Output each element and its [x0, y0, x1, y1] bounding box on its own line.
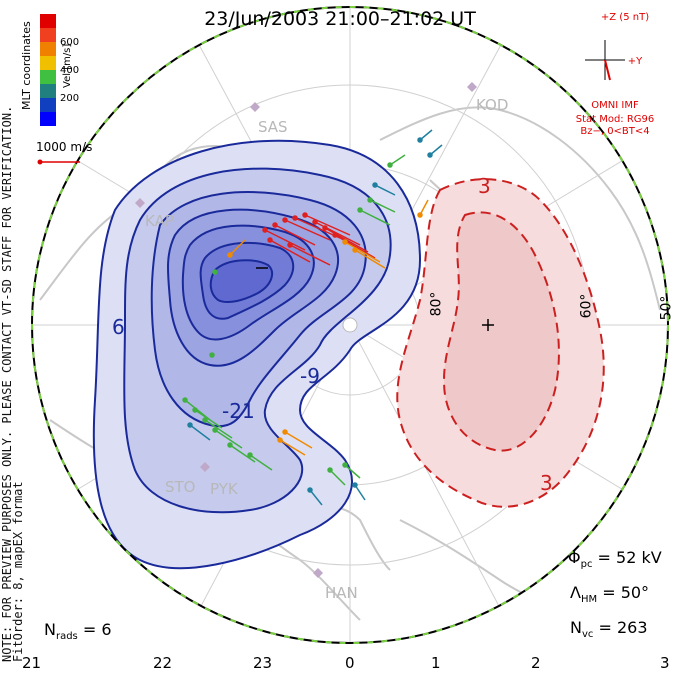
contour-label-pos-3b: 3: [540, 471, 553, 495]
map-title: 23/Jun/2003 21:00–21:02 UT: [204, 8, 476, 30]
colorbar-tick-200: 200: [60, 93, 80, 104]
imf-condition: Bz−, 0<BT<4: [580, 126, 650, 137]
negative-cell: [92, 139, 422, 570]
lambda-hm-value: 50°: [620, 583, 650, 602]
mlt-tick-1: 1: [431, 654, 441, 672]
mlt-tick-3: 3: [660, 654, 670, 672]
radar-sto: STO: [165, 478, 196, 496]
colorbar-tick-600: 600: [60, 37, 80, 48]
n-vc: Nvc = 263: [570, 618, 648, 641]
n-rads-value: 6: [101, 620, 112, 639]
colorbar-label: Vel [m/s]: [62, 43, 73, 88]
imf-clock: [585, 40, 625, 81]
n-rads: Nrads = 6: [44, 620, 112, 643]
radar-sas: SAS: [258, 118, 288, 136]
radar-kod: KOD: [476, 96, 509, 114]
potential-markers: [256, 267, 494, 331]
lat-label-60: 60°: [578, 293, 595, 319]
contour-label-neg-9: -9: [300, 364, 320, 388]
radar-markers: [135, 82, 477, 578]
mlt-tick-21: 21: [22, 654, 42, 672]
contour-label-pos-3a: 3: [478, 174, 491, 198]
colorbar-tick-400: 400: [60, 65, 80, 76]
mlt-tick-23: 23: [253, 654, 273, 672]
radar-kap: KAP: [145, 212, 174, 230]
velocity-vectors: [182, 129, 443, 506]
n-vc-value: 263: [616, 618, 648, 637]
pole-marker: [342, 317, 358, 333]
imf-y-label: +Y: [627, 56, 643, 67]
mlt-tick-22: 22: [153, 654, 173, 672]
colorbar: [40, 14, 56, 126]
radar-pyk: PYK: [210, 480, 238, 498]
imf-source: OMNI IMF: [591, 100, 639, 111]
lat-label-80: 80°: [428, 291, 445, 317]
mlt-tick-0: 0: [345, 654, 355, 672]
phi-pc-value: 52 kV: [616, 548, 662, 567]
positive-cell: [396, 178, 605, 508]
lat-label-50: 50°: [658, 295, 675, 321]
radar-han: HAN: [325, 584, 358, 602]
lambda-hm: ΛHM = 50°: [570, 583, 650, 606]
reference-vector: [37, 159, 80, 165]
coord-label: MLT coordinates: [20, 21, 33, 110]
reference-vector-label: 1000 m/s: [36, 140, 93, 154]
phi-pc: Φpc = 52 kV: [568, 548, 662, 571]
hm-boundary: [31, 6, 669, 644]
contour-label-neg-6: 6: [112, 315, 125, 339]
imf-z-label: +Z (5 nT): [600, 12, 650, 23]
mlt-tick-2: 2: [531, 654, 541, 672]
contour-labels: 6 -21 -9 3 3: [112, 174, 553, 495]
contour-label-neg-21: -21: [222, 399, 255, 423]
imf-model: Stat Mod: RG96: [575, 114, 655, 125]
